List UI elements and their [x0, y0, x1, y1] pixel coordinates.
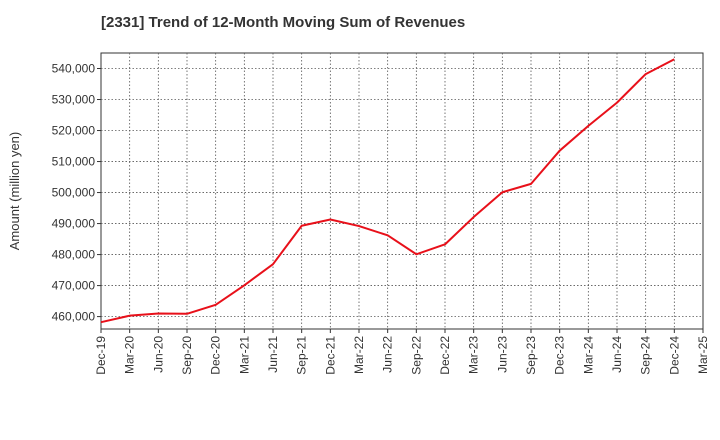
- x-axis-ticks: Dec-19 Mar-20 Jun-20 Sep-20 Dec-20 Mar-21 Jun-…: [94, 329, 710, 375]
- x-tick-label: Jun-24: [610, 336, 624, 373]
- chart-title: [2331] Trend of 12-Month Moving Sum of R…: [101, 14, 466, 31]
- x-tick-label: Sep-24: [639, 336, 653, 375]
- y-tick-label: 540,000: [52, 62, 96, 76]
- y-tick-label: 510,000: [52, 155, 96, 169]
- x-tick-label: Dec-24: [667, 336, 681, 375]
- grid: [101, 53, 703, 329]
- x-tick-label: Mar-24: [581, 336, 595, 374]
- x-tick-label: Mar-25: [696, 336, 710, 374]
- x-tick-label: Jun-22: [381, 336, 395, 373]
- x-tick-label: Dec-23: [553, 336, 567, 375]
- y-tick-label: 480,000: [52, 248, 96, 262]
- x-tick-label: Sep-20: [180, 336, 194, 375]
- x-tick-label: Mar-20: [123, 336, 137, 374]
- x-tick-label: Jun-21: [266, 336, 280, 373]
- x-tick-label: Dec-22: [438, 336, 452, 375]
- x-tick-label: Mar-21: [237, 336, 251, 374]
- y-tick-label: 470,000: [52, 279, 96, 293]
- x-tick-label: Dec-20: [209, 336, 223, 375]
- x-tick-label: Sep-23: [524, 336, 538, 375]
- y-axis-ticks: 460,000 470,000 480,000 490,000 500,000 510,0…: [52, 62, 101, 324]
- x-tick-label: Jun-20: [151, 336, 165, 373]
- y-tick-label: 500,000: [52, 186, 96, 200]
- x-tick-label: Dec-21: [323, 336, 337, 375]
- x-tick-label: Mar-22: [352, 336, 366, 374]
- y-axis-label: Amount (million yen): [7, 132, 22, 251]
- x-tick-label: Sep-22: [409, 336, 423, 375]
- y-tick-label: 460,000: [52, 310, 96, 324]
- plot-area: [100, 52, 704, 330]
- x-tick-label: Dec-19: [94, 336, 108, 375]
- y-tick-label: 530,000: [52, 93, 96, 107]
- y-tick-label: 490,000: [52, 217, 96, 231]
- series-line: [100, 58, 675, 324]
- x-tick-label: Sep-21: [295, 336, 309, 375]
- series-layer: [100, 58, 675, 324]
- y-tick-label: 520,000: [52, 124, 96, 138]
- x-tick-label: Mar-23: [467, 336, 481, 374]
- x-tick-label: Jun-23: [495, 336, 509, 373]
